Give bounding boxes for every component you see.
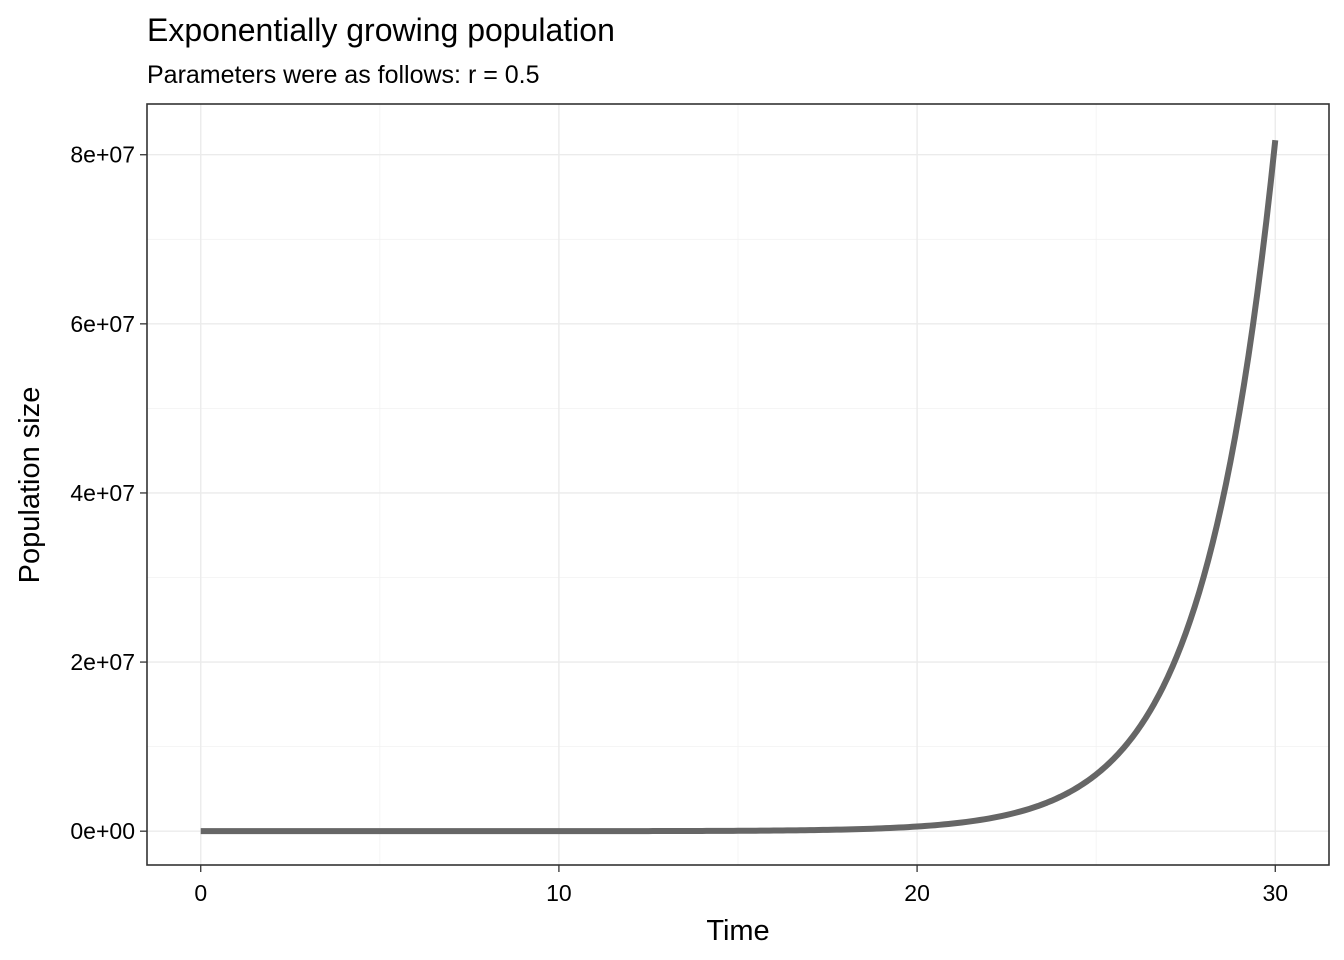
y-tick-label: 6e+07 xyxy=(70,311,135,337)
x-axis: 0 10 20 30 xyxy=(194,865,1288,906)
y-tick-label: 0e+00 xyxy=(70,818,135,844)
series-layer xyxy=(200,139,1279,835)
chart-title: Exponentially growing population xyxy=(147,12,615,48)
plot-panel-border xyxy=(146,103,1330,866)
y-axis: 0e+00 2e+07 4e+07 6e+07 8e+07 xyxy=(70,142,147,844)
population-line xyxy=(200,139,1279,835)
y-tick-label: 8e+07 xyxy=(70,142,135,168)
x-axis-title: Time xyxy=(706,915,769,947)
x-tick-label: 30 xyxy=(1262,880,1288,906)
chart-subtitle: Parameters were as follows: r = 0.5 xyxy=(147,61,540,89)
y-axis-title: Population size xyxy=(14,387,46,584)
minor-gridlines xyxy=(147,104,1329,865)
y-tick-label: 4e+07 xyxy=(70,480,135,506)
y-tick-label: 2e+07 xyxy=(70,649,135,675)
x-tick-label: 0 xyxy=(194,880,207,906)
x-tick-label: 20 xyxy=(904,880,930,906)
x-tick-label: 10 xyxy=(546,880,572,906)
